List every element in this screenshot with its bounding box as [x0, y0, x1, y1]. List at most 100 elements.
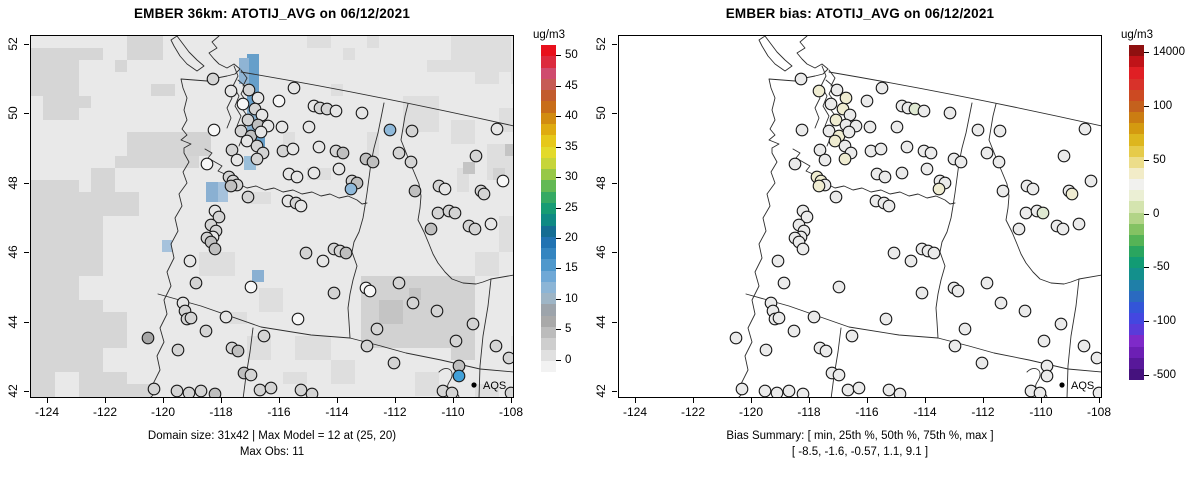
station-marker — [915, 286, 929, 300]
station-marker — [772, 311, 786, 325]
x-axis-tick — [983, 398, 984, 403]
station-marker — [1092, 386, 1101, 397]
station-marker — [887, 246, 901, 260]
colorbar-band — [541, 67, 556, 79]
station-marker — [796, 242, 810, 256]
station-marker — [360, 339, 374, 353]
colorbar-band — [541, 180, 556, 192]
station-marker — [182, 386, 196, 397]
station-marker — [1056, 222, 1070, 236]
model-grid-cell — [475, 252, 499, 276]
station-marker — [489, 339, 503, 353]
x-axis-tick — [395, 398, 396, 403]
station-marker — [1040, 369, 1054, 383]
station-marker — [254, 125, 268, 139]
montana-wyoming-border-path — [490, 274, 513, 280]
colorbar-band — [1129, 156, 1144, 168]
colorbar-tick-label: 14000 — [1153, 46, 1185, 59]
station-marker — [1077, 339, 1091, 353]
colorbar-band — [541, 236, 556, 249]
model-grid-cell — [343, 48, 355, 60]
y-axis-tick — [612, 113, 617, 114]
idaho-montana-border-path — [400, 103, 492, 285]
station-marker — [879, 312, 893, 326]
station-marker — [275, 120, 289, 134]
station-marker — [832, 368, 846, 382]
colorbar-band — [1129, 268, 1144, 280]
right-caption-2: [ -8.5, -1.6, -0.57, 1.1, 9.1 ] — [791, 446, 929, 458]
station-marker — [468, 222, 482, 236]
station-marker — [828, 134, 842, 148]
station-marker — [316, 254, 330, 268]
station-marker — [943, 106, 957, 120]
model-grid-cell — [206, 182, 218, 202]
station-marker — [477, 187, 491, 201]
station-marker — [170, 384, 184, 397]
colorbar-band — [1129, 234, 1144, 247]
model-grid-cell — [283, 132, 295, 144]
coastline-path — [150, 36, 241, 397]
station-marker — [206, 72, 220, 86]
x-axis-tick-label: -112 — [383, 405, 407, 419]
station-marker — [430, 304, 444, 318]
station-marker — [294, 199, 308, 213]
wa-or-idaho-border-path — [935, 102, 973, 339]
x-axis-tick-label: -108 — [1086, 405, 1112, 419]
model-grid-cell — [252, 270, 264, 282]
model-grid-cell — [151, 84, 175, 96]
x-axis-tick-label: -116 — [855, 405, 879, 419]
y-axis-tick-label: 42 — [594, 384, 608, 398]
x-axis-tick — [809, 398, 810, 403]
colorbar-tick-label: 50 — [1153, 153, 1166, 166]
station-marker — [1084, 174, 1098, 188]
aqs-legend-dot — [471, 382, 477, 388]
colorbar-tickmark — [556, 237, 561, 239]
station-marker — [822, 124, 836, 138]
station-marker — [812, 179, 826, 193]
colorbar-band — [541, 338, 556, 350]
station-marker — [787, 324, 801, 338]
model-grid-cell — [31, 300, 55, 397]
colorbar-band — [541, 78, 556, 91]
colorbar-band — [541, 191, 556, 203]
colorbar-band — [541, 56, 556, 68]
station-marker — [231, 344, 245, 358]
colorbar-tickmark — [556, 116, 561, 118]
model-grid-cell — [259, 288, 283, 312]
left-colorbar-title: ug/m3 — [533, 29, 565, 41]
colorbar-band — [1129, 357, 1144, 369]
x-axis-tick-label: -120 — [150, 405, 176, 419]
station-marker — [469, 149, 483, 163]
y-axis-tick — [612, 322, 617, 323]
colorbar-tickmark — [556, 177, 561, 179]
station-marker — [874, 142, 888, 156]
station-marker — [327, 286, 341, 300]
station-marker — [234, 124, 248, 138]
y-axis-tick-label: 48 — [6, 176, 20, 190]
station-marker — [392, 146, 406, 160]
model-grid-cell — [31, 48, 103, 60]
colorbar-band — [541, 202, 556, 215]
vancouver-island-path — [170, 36, 205, 72]
station-marker — [199, 324, 213, 338]
model-grid-cell — [115, 60, 127, 72]
station-marker — [993, 124, 1007, 138]
station-marker — [771, 254, 785, 268]
station-marker — [996, 184, 1010, 198]
station-marker — [291, 312, 305, 326]
station-marker — [332, 162, 346, 176]
y-axis-tick-label: 44 — [6, 315, 20, 329]
station-marker — [504, 386, 513, 397]
model-grid-cell — [103, 312, 127, 348]
colorbar-band — [541, 135, 556, 147]
x-axis-tick — [47, 398, 48, 403]
x-axis-tick — [221, 398, 222, 403]
station-marker — [917, 104, 931, 118]
station-marker — [863, 120, 877, 134]
right-colorbar-title: ug/m3 — [1121, 29, 1153, 41]
colorbar-tick-label: 30 — [565, 171, 578, 184]
station-marker — [141, 331, 155, 345]
colorbar-tick-label: 50 — [565, 49, 578, 62]
x-axis-tick-label: -124 — [622, 405, 648, 419]
station-marker — [329, 104, 343, 118]
